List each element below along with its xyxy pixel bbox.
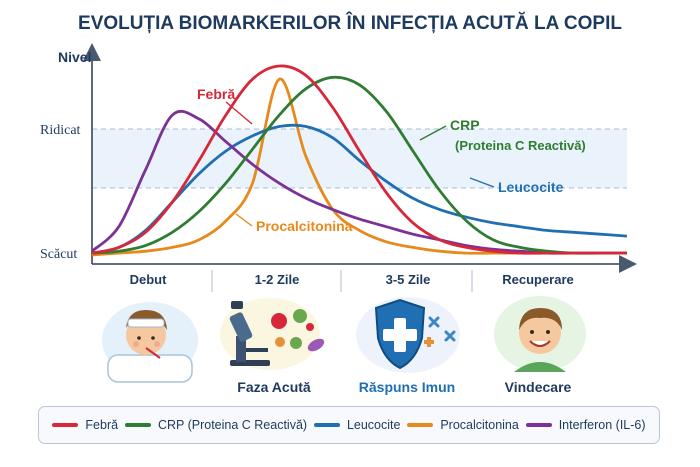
- y-tick-ridicat: Ridicat: [40, 123, 81, 138]
- annotation-crp-sub: (Proteina C Reactivă): [455, 138, 586, 153]
- series-line-leucocite: [91, 123, 628, 255]
- annotation-crp: CRP: [450, 117, 480, 133]
- legend: Febră CRP (Proteina C Reactivă) Leucocit…: [38, 406, 660, 444]
- series-group: [91, 64, 628, 257]
- y-axis-label: Nivel: [58, 49, 91, 65]
- series-line-crp: [91, 75, 627, 255]
- chart-title: EVOLUȚIA BIOMARKERILOR ÎN INFECȚIA ACUTĂ…: [78, 12, 622, 34]
- x-category-1-2-zile: 1-2 Zile: [255, 272, 300, 287]
- x-category-debut: Debut: [130, 272, 168, 287]
- x-category-recuperare: Recuperare: [502, 272, 574, 287]
- annotation-febra: Febră: [197, 86, 235, 102]
- legend-swatch-febra: [52, 423, 79, 427]
- annotation-leader-leucocite: [469, 177, 495, 188]
- happy-child-icon: [494, 296, 586, 372]
- annotation-leucocite: Leucocite: [498, 179, 564, 195]
- panel-caption-raspuns-imun: Răspuns Imun: [359, 379, 455, 395]
- annotation-procalcitonina: Procalcitonina: [256, 218, 353, 234]
- x-category-3-5-zile: 3-5 Zile: [386, 272, 431, 287]
- legend-label-crp: CRP (Proteina C Reactivă): [157, 418, 308, 432]
- panel-caption-vindecare: Vindecare: [505, 379, 572, 395]
- series-line-febra: [91, 64, 627, 255]
- legend-label-febra: Febră: [85, 418, 119, 432]
- legend-swatch-procalcitonina: [407, 423, 434, 427]
- microscope-bacteria-icon: [220, 298, 325, 370]
- immune-shield-icon: [356, 297, 460, 373]
- legend-label-interferon: Interferon (IL-6): [558, 418, 646, 432]
- annotation-leader-crp: [419, 125, 447, 141]
- legend-item-interferon: Interferon (IL-6): [525, 418, 646, 432]
- legend-item-leucocite: Leucocite: [313, 418, 401, 432]
- legend-swatch-crp: [124, 423, 151, 427]
- annotation-leader-procalcitonina: [235, 213, 253, 227]
- legend-label-leucocite: Leucocite: [346, 418, 401, 432]
- ridicat-band: [92, 129, 627, 188]
- legend-swatch-leucocite: [313, 423, 340, 427]
- legend-item-procalcitonina: Procalcitonina: [407, 418, 519, 432]
- sick-child-icon: [102, 302, 198, 383]
- legend-swatch-interferon: [525, 423, 552, 427]
- legend-item-febra: Febră: [52, 418, 118, 432]
- legend-item-crp: CRP (Proteina C Reactivă): [124, 418, 308, 432]
- legend-label-procalcitonina: Procalcitonina: [440, 418, 519, 432]
- annotation-leader-febra: [225, 101, 253, 125]
- y-tick-scazut: Scăcut: [40, 247, 77, 262]
- panel-caption-faza-acuta: Faza Acută: [237, 379, 311, 395]
